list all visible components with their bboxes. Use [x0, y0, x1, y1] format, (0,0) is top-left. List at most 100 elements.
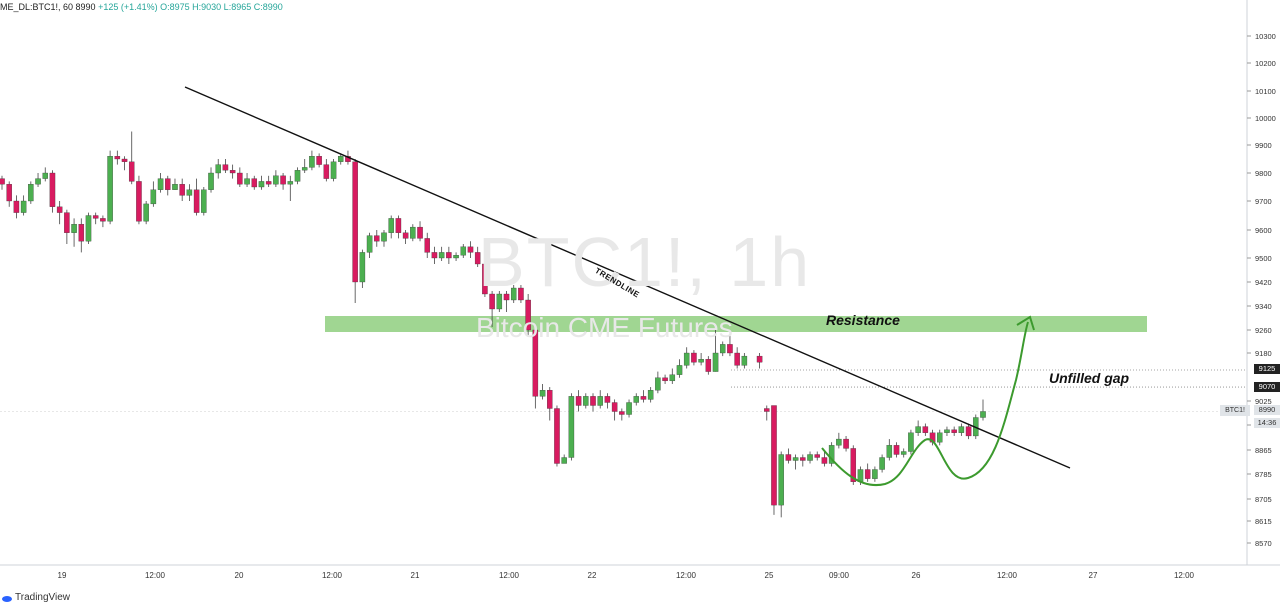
candle-down [800, 457, 806, 461]
candle-up [438, 252, 445, 259]
candle-up [633, 396, 640, 403]
candle-down [727, 344, 733, 354]
candle-down [352, 161, 358, 283]
candle-up [258, 181, 265, 188]
candle-down [56, 206, 63, 213]
candle-up [215, 164, 221, 174]
candle-down [474, 252, 481, 265]
candle-up [807, 454, 813, 461]
candle-down [64, 212, 70, 233]
candle-down [316, 156, 322, 165]
candle-down [237, 172, 243, 185]
candle-down [114, 156, 121, 160]
candle-up [388, 218, 394, 233]
candle-down [6, 184, 12, 202]
candle-down [662, 377, 668, 382]
candle-down [547, 390, 553, 409]
candle-down [554, 408, 560, 464]
candle-down [251, 178, 258, 188]
candle-up [496, 293, 503, 310]
candle-up [71, 224, 77, 233]
candle-down [92, 215, 99, 219]
y-tick-label: 8615 [1255, 517, 1272, 526]
y-tick-label: 9420 [1255, 278, 1272, 287]
y-tick-label: 8705 [1255, 495, 1272, 504]
change-value: +125 (+1.41%) [98, 2, 158, 12]
candle-down [951, 429, 957, 433]
candle-up [301, 167, 308, 171]
candle-down [222, 164, 229, 171]
candle-up [944, 429, 950, 433]
candle-down [323, 164, 330, 179]
candle-down [575, 396, 582, 406]
candle-down [604, 396, 611, 403]
symbol-line: ME_DL:BTC1!, 60 8990 [0, 2, 96, 12]
candle-down [49, 172, 56, 207]
candle-up [208, 172, 214, 190]
candle-up [157, 178, 164, 190]
arrow-head [1016, 315, 1035, 331]
candle-down [482, 263, 488, 295]
candle-down [756, 355, 763, 363]
candle-up [20, 200, 27, 213]
y-tick-label: 9180 [1255, 349, 1272, 358]
candle-down [431, 252, 438, 259]
candle-down [590, 396, 596, 406]
candle-down [843, 438, 849, 449]
x-tick-label: 19 [58, 571, 67, 580]
ohlc-values: O:8975 H:9030 L:8965 C:8990 [160, 2, 283, 12]
candle-down [424, 238, 430, 253]
candle-up [410, 226, 416, 239]
candle-up [453, 255, 459, 259]
x-tick-label: 12:00 [676, 571, 697, 580]
candle-down [814, 454, 820, 458]
candle-up [583, 396, 589, 406]
x-tick-label: 27 [1089, 571, 1098, 580]
watermark-symbol: BTC1!, 1h [478, 223, 812, 301]
candle-up [900, 451, 907, 455]
candle-up [287, 181, 294, 185]
candle-up [908, 432, 914, 452]
unfilled-gap-label: Unfilled gap [1049, 370, 1130, 386]
candle-up [683, 352, 690, 366]
candle-up [915, 426, 921, 433]
candle-down [821, 457, 828, 464]
x-tick-label: 12:00 [1174, 571, 1195, 580]
candle-down [280, 175, 286, 185]
candle-up [150, 189, 157, 205]
candle-up [35, 178, 41, 185]
candle-up [712, 352, 719, 372]
y-tick-label: 9500 [1255, 254, 1272, 263]
y-tick-label: 10300 [1255, 32, 1276, 41]
cloud-icon [2, 595, 12, 602]
candle-up [309, 156, 315, 168]
candle-down [395, 218, 402, 233]
x-tick-label: 12:00 [322, 571, 343, 580]
candle-up [597, 396, 603, 406]
watermark-name: Bitcoin CME Futures [476, 312, 733, 343]
candle-down [893, 445, 900, 455]
tradingview-brand[interactable]: TradingView [2, 592, 70, 603]
candle-down [165, 178, 171, 190]
candle-down [489, 293, 495, 310]
projected-path [821, 321, 1029, 487]
candle-down [136, 181, 142, 222]
candle-up [273, 175, 279, 185]
candle-down [785, 454, 792, 461]
candle-up [244, 178, 250, 185]
candle-up [872, 469, 878, 479]
resistance-label: Resistance [826, 312, 900, 328]
candle-up [28, 184, 34, 202]
candle-down [100, 218, 106, 222]
candle-down [764, 408, 770, 412]
candle-down [179, 184, 185, 196]
candle-down [705, 359, 712, 372]
trendline [184, 86, 1071, 469]
candle-down [446, 252, 452, 259]
candle-down [611, 402, 618, 412]
candle-down [734, 352, 740, 366]
candle-down [771, 405, 777, 506]
candle-up [669, 374, 676, 382]
candle-down [0, 178, 5, 185]
